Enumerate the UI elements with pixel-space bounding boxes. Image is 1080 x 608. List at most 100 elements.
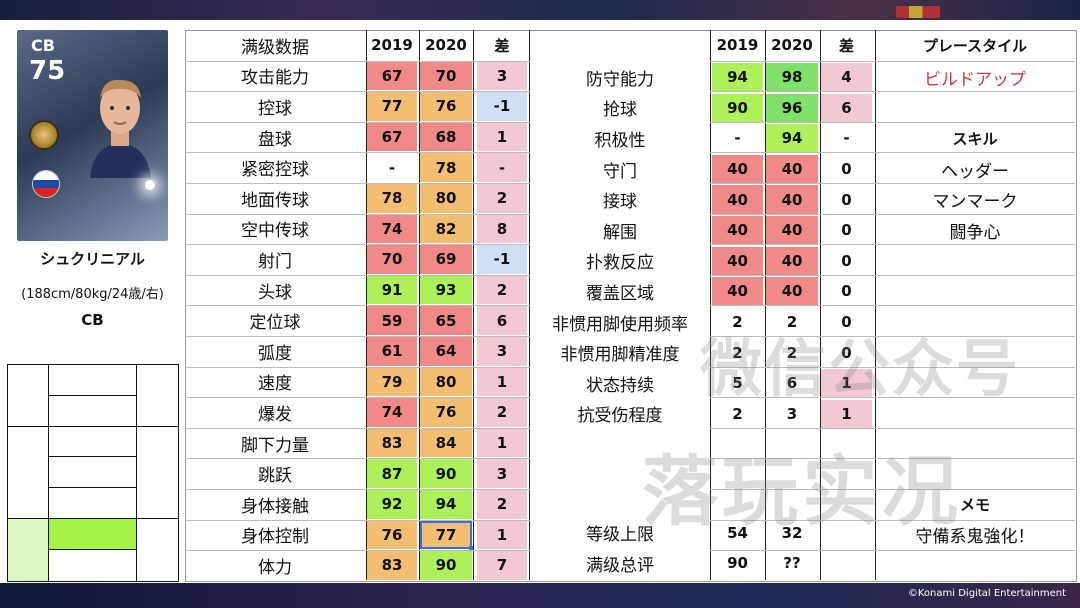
position-cell-cb-left (8, 519, 48, 581)
stat-diff: 2 (477, 184, 527, 213)
stat-label-right: 扑救反应 (586, 253, 654, 274)
grid-line (185, 397, 530, 399)
skill-item: ヘッダー (941, 161, 1009, 182)
stat-diff-right: - (821, 124, 872, 153)
stat-2019-right: 2 (712, 307, 763, 337)
grid-line (710, 336, 1075, 337)
stat-label-right: 积极性 (594, 130, 646, 151)
stat-label: 身体控制 (241, 527, 309, 548)
summary-label: 等级上限 (586, 525, 654, 546)
stat-2019: 87 (367, 459, 417, 488)
stat-2020-right: 2 (766, 307, 818, 337)
card-rating: 75 (29, 56, 66, 86)
stat-diff-right: 0 (821, 307, 872, 337)
stat-label-right: 防守能力 (586, 69, 654, 90)
stat-diff: 6 (477, 306, 527, 335)
grid-line (710, 519, 1075, 521)
stat-diff-right: 0 (821, 216, 872, 245)
stat-diff: 2 (477, 490, 527, 519)
grid-line (710, 30, 711, 580)
stat-label-right: 非惯用脚精准度 (560, 345, 680, 366)
stat-2020-right: 40 (766, 154, 818, 184)
grid-line (185, 244, 530, 246)
grid-line (185, 366, 530, 368)
stat-2020: 76 (420, 92, 472, 121)
top-banner (0, 0, 1080, 20)
stat-diff: - (477, 153, 527, 182)
header-diff: 差 (494, 36, 510, 55)
stat-label: 地面传球 (241, 190, 309, 211)
grid-line (710, 121, 1075, 123)
stat-2020-right: 3 (766, 399, 818, 429)
grid-line (710, 550, 1075, 552)
header-2020-right: 2020 (771, 36, 813, 55)
stat-2020: 94 (420, 490, 472, 519)
stat-2020-right: 96 (766, 93, 818, 123)
stat-label: 爆发 (258, 404, 292, 425)
stat-2019: 74 (367, 214, 417, 244)
stat-diff-right: 0 (821, 154, 872, 184)
grid-line (185, 121, 530, 123)
grid-line (473, 30, 474, 580)
player-card: CB 75 (17, 30, 168, 241)
grid-line (529, 30, 530, 580)
header-2020: 2020 (425, 36, 467, 55)
grid-line (419, 30, 420, 580)
stat-2019-right: 40 (712, 277, 763, 306)
slovakia-flag-icon (32, 170, 60, 198)
stat-2020: 90 (420, 459, 472, 488)
skill-title: スキル (952, 129, 998, 148)
stat-label: 速度 (258, 374, 292, 395)
stat-diff-right: 1 (821, 369, 872, 398)
summary-2019: 54 (727, 523, 748, 542)
grid-line (710, 427, 1075, 429)
stat-2020-right: 40 (766, 216, 818, 245)
stat-2019: 77 (367, 92, 417, 121)
stat-2020: 80 (420, 367, 472, 397)
stat-2019-right: 2 (712, 338, 763, 367)
stat-2020-right: 40 (766, 246, 818, 276)
stat-2019: 78 (367, 184, 417, 213)
stat-diff-right: 0 (821, 185, 872, 214)
stat-2019-right: 90 (712, 93, 763, 123)
summary-2019: 90 (727, 554, 748, 573)
grid-line (710, 489, 1075, 490)
stat-label: 空中传球 (241, 221, 309, 242)
card-position: CB (31, 36, 55, 55)
watermark-line1: 微信公众号 (700, 332, 1021, 405)
stat-2020-right: 98 (766, 63, 818, 92)
stat-diff: 1 (477, 367, 527, 397)
stat-2019: 92 (367, 490, 417, 519)
stat-2019: 67 (367, 61, 417, 91)
grid-line (185, 152, 530, 154)
summary-2020: 32 (781, 523, 803, 542)
stat-2020: 80 (420, 184, 472, 213)
skill-item: マンマーク (932, 192, 1018, 213)
stat-2020: 93 (420, 275, 472, 305)
stat-label-right: 解围 (603, 222, 637, 243)
stat-diff: 3 (477, 61, 527, 91)
grid-line (710, 458, 1075, 460)
stat-2020-right: 2 (766, 338, 818, 367)
stat-2020-right: 40 (766, 277, 818, 306)
stat-2019: 59 (367, 306, 417, 335)
grid-line (185, 91, 530, 93)
stat-2020: 78 (420, 153, 472, 182)
skill-item: 闘争心 (949, 222, 1001, 243)
stat-2019: 70 (367, 245, 417, 274)
watermark-line2: 落玩实况 (642, 447, 962, 536)
stat-2019: 61 (367, 337, 417, 366)
grid-line (185, 427, 530, 429)
stat-label: 跳跃 (258, 466, 292, 487)
memo-value: 守備系鬼強化！ (915, 527, 1035, 548)
stat-label-right: 非惯用脚使用频率 (552, 314, 688, 335)
stat-diff-right: 1 (821, 399, 872, 429)
stat-diff: 2 (477, 275, 527, 305)
grid-line (185, 336, 530, 337)
selection-handle[interactable] (469, 546, 474, 552)
stat-2019: 83 (367, 428, 417, 458)
grid-line (185, 458, 530, 460)
grid-line (710, 366, 1075, 368)
stat-label: 体力 (258, 557, 292, 578)
player-info: (188cm/80kg/24歳/右) (21, 287, 164, 302)
